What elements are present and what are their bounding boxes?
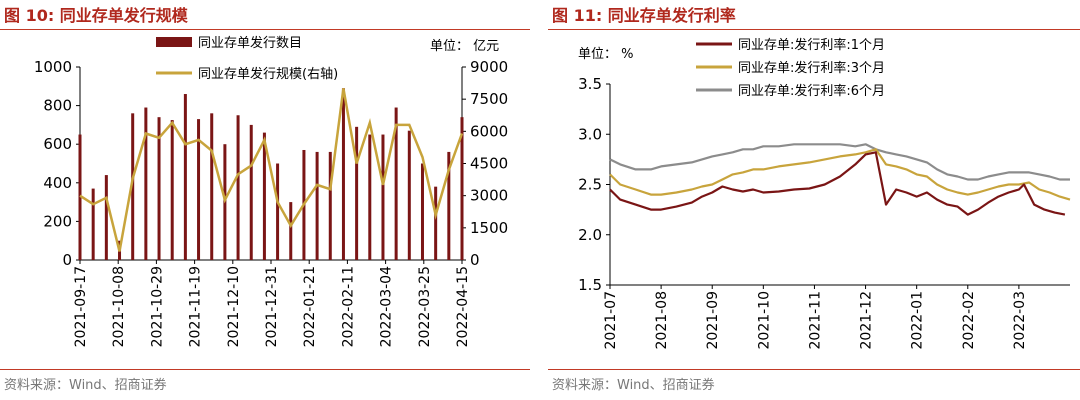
bar — [91, 188, 95, 260]
x-tick-label: 2021-12 — [859, 291, 875, 350]
x-tick-label: 2021-07 — [603, 291, 619, 350]
right-y-tick-label: 7500 — [470, 90, 508, 108]
bar — [394, 107, 398, 260]
right-y-tick-label: 9000 — [470, 58, 508, 76]
x-tick-label: 2021-11-19 — [188, 266, 204, 347]
bar — [276, 163, 280, 260]
figure-10-title: 图 10: 同业存单发行规模 — [4, 6, 188, 25]
legend-label-3m: 同业存单:发行利率:3个月 — [738, 60, 885, 76]
legend-line-label: 同业存单发行规模(右轴) — [198, 66, 338, 82]
bar — [210, 113, 214, 260]
bar — [355, 126, 359, 260]
y-tick-label: 2.0 — [578, 226, 602, 244]
rate-line-3m — [609, 148, 1071, 201]
right-y-tick-label: 3000 — [470, 187, 508, 205]
legend: 同业存单发行数目 同业存单发行规模(右轴) — [156, 35, 338, 82]
bar — [144, 107, 148, 260]
right-y-tick-label: 0 — [470, 251, 480, 269]
bar — [315, 151, 319, 260]
figure-11-panel: 图 11: 同业存单发行利率 单位： % 同业存单:发行利率:1个月 同业存单:… — [548, 0, 1080, 400]
bar — [197, 119, 201, 260]
issuance-rate-chart: 单位： % 同业存单:发行利率:1个月 同业存单:发行利率:3个月 同业存单:发… — [578, 37, 1071, 350]
legend-bar-swatch — [156, 37, 192, 47]
plot-area: 1.5 2.0 2.5 3.0 3.5 2021-07 2021-08 2021-09 2021… — [578, 75, 1071, 350]
unit-label: 单位： % — [578, 47, 634, 62]
bar — [289, 202, 293, 260]
x-tick-label: 2022-02 — [961, 291, 977, 350]
bar — [434, 186, 438, 260]
plot-area: 0 200 400 600 800 1000 0 1500 3000 4500 6000 7500 90… — [34, 58, 508, 347]
y-tick-label: 1.5 — [578, 276, 602, 294]
volume-line — [79, 88, 464, 252]
left-y-tick-label: 600 — [43, 135, 72, 153]
x-tick-label: 2021-10-29 — [149, 266, 165, 347]
bar — [170, 120, 174, 260]
left-y-tick-label: 400 — [43, 174, 72, 192]
source-divider — [0, 369, 530, 370]
bar — [131, 113, 135, 260]
x-tick-label: 2021-08 — [654, 291, 670, 350]
bar — [328, 151, 332, 260]
y-tick-label: 3.0 — [578, 125, 602, 143]
left-y-tick-label: 800 — [43, 97, 72, 115]
figure-10-panel: 图 10: 同业存单发行规模 单位： 亿元 同业存单发行数目 同业存单发行规模(… — [0, 0, 530, 400]
x-tick-label: 2022-03 — [1012, 291, 1028, 350]
legend-label-6m: 同业存单:发行利率:6个月 — [738, 83, 885, 99]
bar — [420, 163, 424, 260]
x-tick-label: 2022-03-25 — [417, 266, 433, 347]
y-tick-label: 2.5 — [578, 176, 602, 194]
unit-label: 单位： 亿元 — [430, 39, 499, 54]
legend-label-1m: 同业存单:发行利率:1个月 — [738, 37, 885, 53]
bar — [262, 132, 266, 260]
x-tick-label: 2021-10-08 — [111, 266, 127, 347]
x-tick-label: 2021-12-31 — [264, 266, 280, 347]
x-tick-label: 2021-09 — [705, 291, 721, 350]
bar — [460, 117, 464, 261]
left-y-tick-label: 200 — [43, 212, 72, 230]
legend-bar-label: 同业存单发行数目 — [198, 35, 302, 51]
right-y-tick-label: 1500 — [470, 219, 508, 237]
bar — [183, 94, 187, 261]
source-note: 资料来源：Wind、招商证券 — [552, 378, 715, 393]
legend: 同业存单:发行利率:1个月 同业存单:发行利率:3个月 同业存单:发行利率:6个… — [696, 37, 885, 99]
x-tick-label: 2022-02-11 — [340, 266, 356, 347]
right-y-tick-label: 6000 — [470, 122, 508, 140]
left-y-tick-label: 0 — [62, 251, 72, 269]
x-tick-label: 2021-10 — [756, 291, 772, 350]
left-y-tick-label: 1000 — [34, 58, 72, 76]
source-divider — [548, 369, 1080, 370]
y-tick-label: 3.5 — [578, 75, 602, 93]
x-tick-label: 2022-01-21 — [302, 266, 318, 347]
bar — [341, 88, 345, 260]
issuance-volume-chart: 单位： 亿元 同业存单发行数目 同业存单发行规模(右轴) 0 200 400 600 8… — [34, 35, 508, 347]
x-tick-label: 2022-03-04 — [379, 266, 395, 347]
right-y-tick-label: 4500 — [470, 155, 508, 173]
bar — [236, 115, 240, 260]
bar — [104, 175, 108, 260]
title-divider — [548, 29, 1080, 30]
x-tick-label: 2022-01 — [910, 291, 926, 350]
x-tick-label: 2021-11 — [807, 291, 823, 350]
bar — [381, 134, 385, 260]
source-note: 资料来源：Wind、招商证券 — [4, 378, 167, 393]
rate-line-6m — [609, 143, 1070, 181]
x-tick-label: 2021-09-17 — [73, 266, 89, 347]
bar — [368, 134, 372, 260]
x-tick-label: 2022-04-15 — [455, 266, 471, 347]
x-tick-label: 2021-12-10 — [226, 266, 242, 347]
bar — [249, 124, 253, 261]
rate-line-1m — [609, 151, 1066, 216]
title-divider — [0, 29, 530, 30]
bar — [78, 134, 82, 260]
bar — [407, 130, 411, 260]
bar — [447, 151, 451, 260]
bar — [157, 117, 161, 261]
figure-11-title: 图 11: 同业存单发行利率 — [552, 6, 736, 25]
